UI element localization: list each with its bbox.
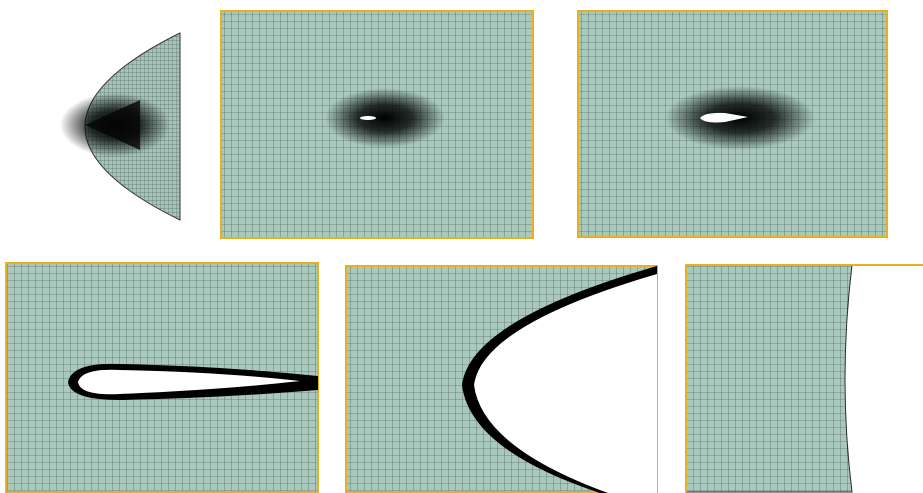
mesh-figure: [0, 0, 923, 493]
mesh-panel: [6, 263, 318, 492]
mesh-panel: [221, 11, 533, 238]
mesh-panel: [686, 265, 923, 492]
page: [0, 0, 923, 493]
mesh-panel: [578, 11, 887, 237]
mesh-panel: [60, 33, 180, 220]
mesh-panel: [346, 266, 657, 493]
